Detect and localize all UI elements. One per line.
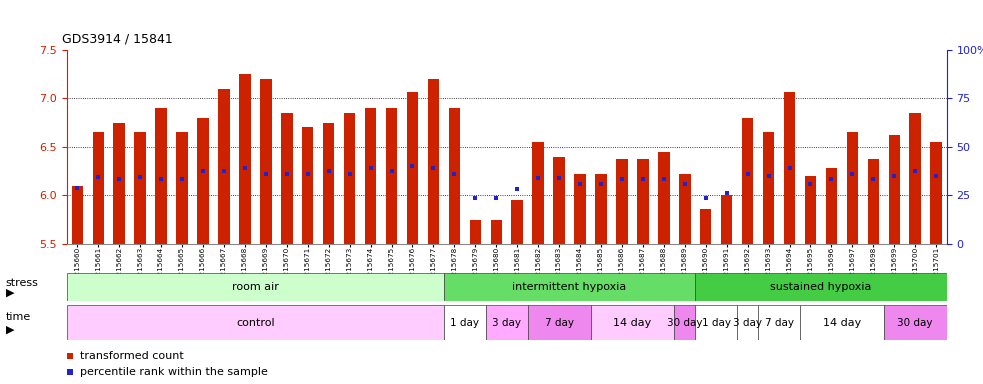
Bar: [679, 174, 690, 244]
Bar: [491, 220, 502, 244]
Bar: [344, 113, 356, 244]
Bar: [695, 305, 737, 340]
Bar: [281, 113, 293, 244]
Text: sustained hypoxia: sustained hypoxia: [771, 282, 872, 292]
Bar: [113, 122, 125, 244]
Bar: [553, 157, 565, 244]
Bar: [385, 108, 397, 244]
Text: time: time: [6, 312, 31, 323]
Bar: [909, 113, 921, 244]
Bar: [528, 305, 591, 340]
Text: control: control: [236, 318, 274, 328]
Bar: [486, 305, 528, 340]
Bar: [198, 118, 208, 244]
Bar: [176, 132, 188, 244]
Text: 14 day: 14 day: [613, 318, 652, 328]
Bar: [700, 209, 712, 244]
Text: 14 day: 14 day: [823, 318, 861, 328]
Bar: [448, 108, 460, 244]
Text: GDS3914 / 15841: GDS3914 / 15841: [62, 33, 173, 46]
Bar: [658, 152, 669, 244]
Bar: [135, 132, 145, 244]
Bar: [511, 200, 523, 244]
Bar: [742, 118, 753, 244]
Bar: [805, 176, 816, 244]
Text: 30 day: 30 day: [667, 318, 703, 328]
Bar: [72, 186, 84, 244]
Bar: [67, 305, 444, 340]
Text: 1 day: 1 day: [702, 318, 730, 328]
Bar: [591, 305, 674, 340]
Text: intermittent hypoxia: intermittent hypoxia: [512, 282, 627, 292]
Bar: [260, 79, 271, 244]
Bar: [637, 159, 649, 244]
Text: 7 day: 7 day: [765, 318, 793, 328]
Text: ▶: ▶: [6, 288, 15, 298]
Bar: [92, 132, 104, 244]
Bar: [155, 108, 167, 244]
Bar: [239, 74, 251, 244]
Bar: [428, 79, 439, 244]
Bar: [930, 142, 942, 244]
Bar: [218, 89, 230, 244]
Bar: [868, 159, 879, 244]
Bar: [826, 168, 838, 244]
Bar: [737, 305, 758, 340]
Bar: [470, 220, 481, 244]
Bar: [783, 92, 795, 244]
Bar: [721, 195, 732, 244]
Bar: [758, 305, 800, 340]
Bar: [533, 142, 544, 244]
Bar: [889, 135, 900, 244]
Text: transformed count: transformed count: [80, 351, 184, 361]
Bar: [763, 132, 775, 244]
Text: 1 day: 1 day: [450, 318, 480, 328]
Text: stress: stress: [6, 278, 38, 288]
Text: room air: room air: [232, 282, 279, 292]
Text: 3 day: 3 day: [492, 318, 521, 328]
Bar: [846, 132, 858, 244]
Bar: [695, 273, 947, 301]
Bar: [674, 305, 695, 340]
Bar: [574, 174, 586, 244]
Text: 3 day: 3 day: [733, 318, 762, 328]
Bar: [596, 174, 607, 244]
Text: 30 day: 30 day: [897, 318, 933, 328]
Bar: [444, 273, 695, 301]
Bar: [616, 159, 628, 244]
Bar: [302, 127, 314, 244]
Bar: [67, 273, 444, 301]
Text: 7 day: 7 day: [545, 318, 574, 328]
Bar: [800, 305, 884, 340]
Bar: [884, 305, 947, 340]
Text: percentile rank within the sample: percentile rank within the sample: [80, 367, 268, 377]
Bar: [444, 305, 486, 340]
Bar: [323, 122, 334, 244]
Bar: [365, 108, 376, 244]
Text: ▶: ▶: [6, 324, 15, 334]
Bar: [407, 92, 418, 244]
